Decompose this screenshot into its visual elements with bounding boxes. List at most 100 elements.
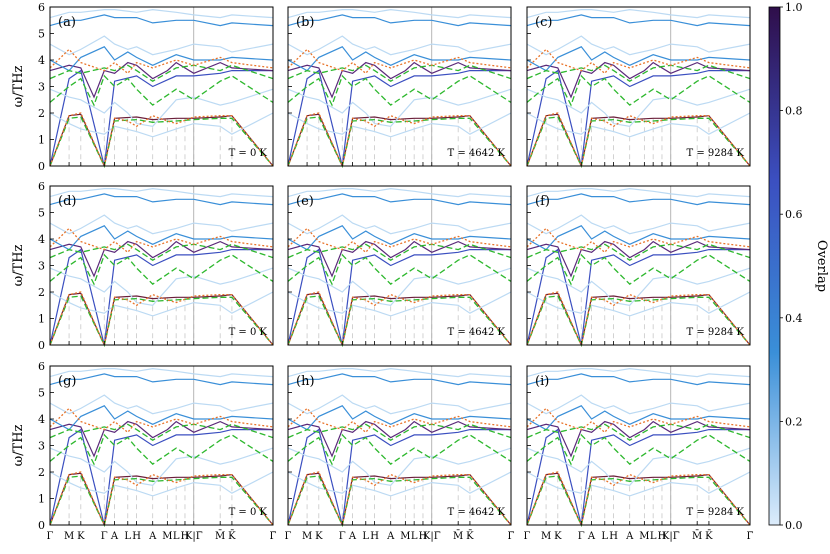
x-tick-label: L — [362, 531, 369, 542]
panel-e: (e) T = 4642 K — [287, 185, 512, 348]
x-tick-label: H — [181, 531, 190, 542]
temperature-label: T = 0 K — [229, 507, 268, 518]
y-tick-label: 0 — [38, 339, 45, 352]
series-line-dashed — [49, 433, 274, 466]
series-line-dotted — [287, 471, 512, 528]
x-tick-label: Γ̄ — [270, 531, 277, 542]
x-tick-label: A — [110, 531, 119, 542]
colorbar-label: Overlap — [814, 240, 829, 292]
series-line-solid — [287, 240, 512, 278]
series-line-dashed — [287, 74, 512, 107]
series-line-dashed — [526, 64, 751, 82]
series-line-solid — [49, 214, 274, 235]
colorbar-tick-label: 0.2 — [785, 415, 803, 428]
series-line-solid — [526, 267, 751, 306]
series-line-dashed — [526, 74, 751, 107]
series-line-solid — [526, 214, 751, 235]
series-line-dotted — [526, 407, 751, 434]
x-tick-label: K̄ — [705, 530, 713, 542]
y-tick-label: 6 — [38, 1, 45, 14]
series-line-dotted — [49, 407, 274, 434]
series-line-solid — [526, 471, 751, 497]
series-line-solid — [287, 61, 512, 99]
series-line-solid — [287, 113, 512, 168]
series-line-solid — [526, 428, 750, 526]
series-line-dashed — [49, 295, 274, 347]
series-line-dashed — [526, 433, 751, 466]
series-line-dashed — [526, 253, 751, 286]
y-tick-label: 3 — [38, 260, 45, 273]
series-line-solid — [49, 8, 274, 19]
series-line-solid — [526, 113, 751, 168]
series-line-solid — [526, 35, 751, 56]
y-axis-label: ω/THz — [11, 424, 26, 466]
panel-c: (c) T = 9284 K — [526, 6, 751, 169]
series-line-solid — [49, 14, 274, 27]
series-line-solid — [49, 112, 274, 138]
series-line-dashed — [287, 295, 512, 347]
series-line-solid — [49, 61, 274, 99]
panel-label: (g) — [58, 374, 76, 389]
y-tick-label: 2 — [38, 107, 45, 120]
x-tick-label: K̄ — [466, 530, 474, 542]
series-line-dashed — [49, 243, 274, 261]
series-line-dashed — [49, 423, 274, 441]
series-line-solid — [526, 14, 751, 27]
series-line-dashed — [49, 475, 274, 527]
series-line-solid — [49, 88, 274, 127]
series-line-dashed — [526, 423, 751, 441]
series-line-solid — [287, 225, 512, 251]
x-tick-label: Γ — [524, 531, 531, 542]
panel-i: Γ M K Γ A L H A M L HK|Γ̄ M̄ K̄ Γ̄(i)T = 9284 K — [524, 365, 754, 542]
panel-frame — [526, 365, 751, 526]
x-tick-label: H — [609, 531, 618, 542]
x-tick-label: L — [411, 531, 418, 542]
series-line-solid — [49, 394, 274, 415]
series-line-solid — [526, 193, 751, 206]
series-line-solid — [287, 447, 512, 486]
series-line-dotted — [526, 291, 751, 348]
series-line-dotted — [287, 48, 512, 75]
panel-frame — [287, 6, 512, 167]
y-tick-label: 5 — [38, 387, 45, 400]
series-line-dotted — [526, 227, 751, 254]
panel-a: 0 1 2 3 4 5 6 ω/THz (a) T = 0 K — [11, 1, 274, 173]
temperature-label: T = 4642 K — [447, 148, 505, 159]
series-line-solid — [49, 267, 274, 306]
series-line-solid — [49, 248, 273, 346]
y-tick-label: 1 — [38, 493, 45, 506]
panel-label: (h) — [296, 374, 315, 389]
series-line-solid — [526, 46, 751, 72]
series-line-dashed — [526, 243, 751, 261]
series-line-solid — [287, 291, 512, 317]
series-line-solid — [526, 61, 751, 99]
series-line-solid — [49, 428, 273, 526]
x-tick-label: M — [302, 531, 312, 542]
y-axis-label: ω/THz — [11, 65, 26, 107]
x-tick-label: A — [587, 531, 596, 542]
series-line-solid — [526, 291, 751, 317]
series-line-solid — [49, 69, 273, 167]
x-tick-label: A — [625, 531, 634, 542]
series-line-solid — [526, 112, 751, 138]
x-tick-label: K — [554, 531, 562, 542]
panel-label: (b) — [296, 15, 314, 30]
series-line-solid — [526, 292, 751, 347]
panel-label: (i) — [535, 374, 549, 389]
series-line-dashed — [49, 253, 274, 286]
series-line-solid — [526, 472, 751, 527]
series-line-solid — [526, 447, 751, 486]
series-line-solid — [49, 187, 274, 198]
x-tick-label: Γ — [285, 531, 292, 542]
series-line-dotted — [526, 471, 751, 528]
series-line-solid — [287, 472, 512, 527]
series-line-dashed — [287, 433, 512, 466]
series-line-dotted — [49, 291, 274, 348]
panel-frame — [287, 185, 512, 346]
series-line-solid — [49, 225, 274, 251]
x-tick-label: M̄ — [692, 530, 702, 542]
panel-h: Γ M K Γ A L H A M L HK|Γ̄ M̄ K̄ Γ̄(h)T = 4642 K — [285, 365, 515, 542]
colorbar-bar — [768, 6, 781, 526]
x-tick-label: M — [64, 531, 74, 542]
panel-label: (a) — [58, 15, 76, 30]
